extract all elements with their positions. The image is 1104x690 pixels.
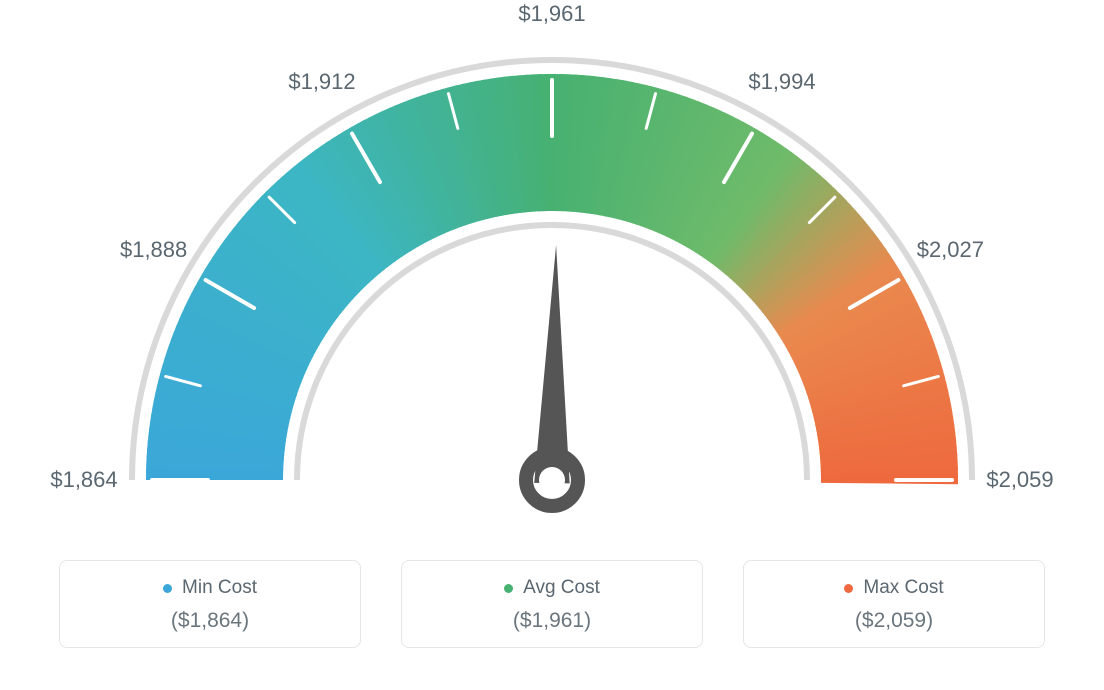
legend-title-text-min: Min Cost	[182, 577, 257, 599]
gauge-tick-label: $1,994	[748, 69, 815, 95]
legend-title-max: Max Cost	[844, 577, 943, 599]
legend-dot-max	[844, 584, 853, 593]
gauge-svg	[0, 0, 1104, 540]
legend-dot-avg	[504, 584, 513, 593]
gauge-tick-label: $2,059	[986, 467, 1053, 493]
gauge-tick-label: $1,912	[288, 69, 355, 95]
legend-card-avg: Avg Cost ($1,961)	[401, 560, 703, 648]
legend-title-text-avg: Avg Cost	[523, 577, 600, 599]
gauge-tick-label: $1,888	[120, 237, 187, 263]
legend-value-max: ($2,059)	[744, 609, 1044, 633]
legend-row: Min Cost ($1,864) Avg Cost ($1,961) Max …	[0, 560, 1104, 648]
legend-value-min: ($1,864)	[60, 609, 360, 633]
legend-dot-min	[163, 584, 172, 593]
gauge-tick-label: $1,864	[50, 467, 117, 493]
legend-card-max: Max Cost ($2,059)	[743, 560, 1045, 648]
gauge-tick-label: $1,961	[518, 1, 585, 27]
legend-title-min: Min Cost	[163, 577, 257, 599]
gauge-tick-label: $2,027	[917, 237, 984, 263]
gauge-chart: $1,864 $1,888 $1,912 $1,961 $1,994 $2,027 $2,0…	[0, 0, 1104, 540]
legend-title-avg: Avg Cost	[504, 577, 600, 599]
legend-title-text-max: Max Cost	[863, 577, 943, 599]
legend-value-avg: ($1,961)	[402, 609, 702, 633]
legend-card-min: Min Cost ($1,864)	[59, 560, 361, 648]
